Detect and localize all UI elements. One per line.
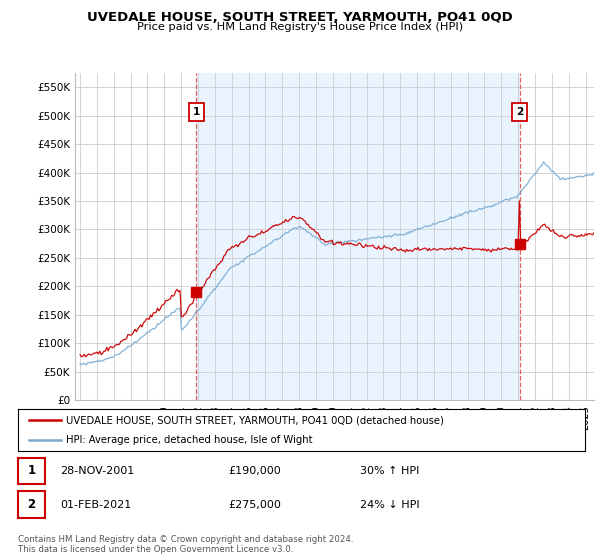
Text: 1: 1: [193, 107, 200, 117]
Text: Price paid vs. HM Land Registry's House Price Index (HPI): Price paid vs. HM Land Registry's House …: [137, 22, 463, 32]
Text: 2: 2: [28, 498, 35, 511]
Text: 28-NOV-2001: 28-NOV-2001: [60, 466, 134, 476]
Text: Contains HM Land Registry data © Crown copyright and database right 2024.
This d: Contains HM Land Registry data © Crown c…: [18, 535, 353, 554]
Text: HPI: Average price, detached house, Isle of Wight: HPI: Average price, detached house, Isle…: [66, 435, 313, 445]
Text: 01-FEB-2021: 01-FEB-2021: [60, 500, 131, 510]
Text: UVEDALE HOUSE, SOUTH STREET, YARMOUTH, PO41 0QD: UVEDALE HOUSE, SOUTH STREET, YARMOUTH, P…: [87, 11, 513, 24]
Text: £190,000: £190,000: [228, 466, 281, 476]
Text: 2: 2: [516, 107, 523, 117]
Text: 24% ↓ HPI: 24% ↓ HPI: [360, 500, 419, 510]
Text: 30% ↑ HPI: 30% ↑ HPI: [360, 466, 419, 476]
Text: UVEDALE HOUSE, SOUTH STREET, YARMOUTH, PO41 0QD (detached house): UVEDALE HOUSE, SOUTH STREET, YARMOUTH, P…: [66, 415, 444, 425]
Text: £275,000: £275,000: [228, 500, 281, 510]
Bar: [196, 73, 520, 400]
Text: 1: 1: [28, 464, 35, 478]
